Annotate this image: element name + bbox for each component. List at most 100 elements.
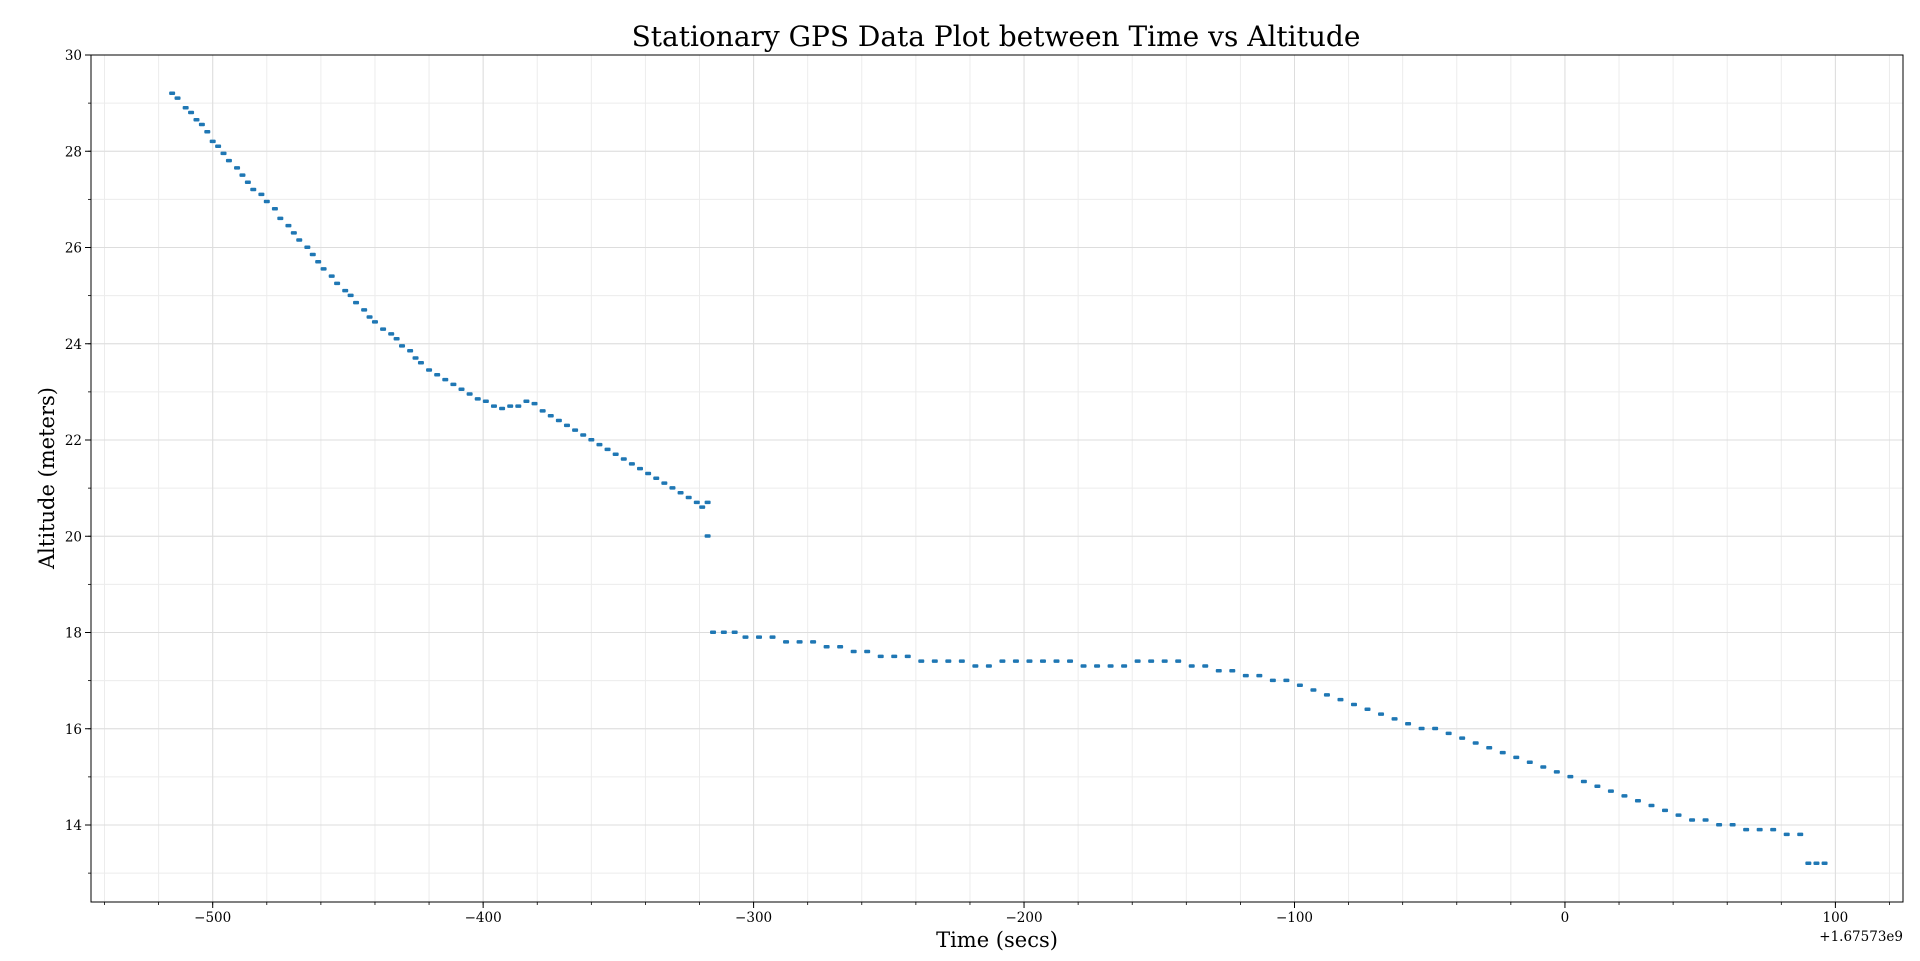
data-point	[1296, 683, 1303, 687]
data-point	[958, 659, 965, 663]
data-point	[1026, 659, 1033, 663]
data-point	[234, 166, 241, 170]
data-point	[783, 640, 790, 644]
y-tick-label: 26	[65, 241, 82, 257]
data-point	[523, 399, 530, 403]
data-point	[1350, 702, 1357, 707]
data-point	[1580, 779, 1587, 784]
data-point	[904, 654, 911, 659]
data-point	[277, 216, 284, 221]
data-point	[677, 490, 684, 495]
y-tick-label: 20	[65, 529, 82, 545]
data-point	[999, 659, 1006, 663]
x-tick-label: −500	[194, 910, 231, 926]
data-point	[182, 105, 189, 110]
data-point	[1783, 832, 1790, 837]
data-point	[1242, 673, 1249, 678]
data-point	[563, 423, 570, 428]
data-point	[1743, 827, 1750, 832]
data-point	[258, 192, 265, 197]
y-axis-label: Altitude (meters)	[35, 387, 59, 570]
y-tick-label: 28	[65, 144, 82, 160]
data-point	[1107, 664, 1114, 668]
data-point	[1269, 678, 1276, 683]
data-point	[1716, 823, 1723, 827]
data-point	[918, 659, 925, 663]
data-point	[1472, 741, 1479, 745]
data-point	[1607, 789, 1614, 793]
y-tick-label: 14	[65, 818, 82, 834]
data-point	[169, 91, 176, 95]
data-point	[823, 644, 830, 649]
data-point	[304, 245, 311, 249]
data-point	[596, 442, 603, 447]
data-point	[555, 418, 562, 423]
data-point	[1418, 726, 1425, 731]
data-point	[1148, 659, 1155, 663]
data-point	[1526, 760, 1533, 764]
data-point	[539, 409, 546, 413]
data-point	[320, 267, 327, 271]
data-point	[515, 404, 522, 408]
data-point	[1053, 659, 1060, 663]
data-point	[1702, 818, 1709, 822]
x-tick-label: −200	[1005, 910, 1042, 926]
data-point	[645, 471, 652, 476]
data-point	[296, 238, 303, 242]
data-point	[1729, 823, 1736, 827]
data-point	[972, 664, 979, 668]
data-point	[1080, 664, 1087, 668]
data-point	[198, 122, 205, 127]
data-point	[193, 117, 200, 122]
data-point	[685, 495, 692, 500]
data-point	[756, 635, 763, 639]
data-point	[474, 397, 481, 401]
data-point	[209, 139, 216, 144]
data-point	[399, 344, 406, 348]
data-point	[704, 534, 711, 538]
y-tick-label: 30	[65, 48, 82, 64]
data-point	[244, 180, 251, 185]
data-point	[466, 392, 473, 396]
data-point	[353, 300, 360, 305]
x-tick-label: 0	[1561, 910, 1570, 926]
data-point	[1067, 659, 1074, 663]
data-point	[334, 281, 341, 286]
data-point	[1513, 755, 1520, 760]
y-tick-label: 16	[65, 722, 82, 738]
data-point	[204, 130, 211, 134]
x-offset-label: +1.67573e9	[1819, 929, 1903, 945]
data-point	[1283, 678, 1290, 683]
data-point	[1391, 717, 1398, 721]
data-point	[1175, 659, 1182, 663]
data-point	[612, 452, 619, 456]
data-point	[285, 223, 292, 228]
data-point	[1662, 808, 1669, 813]
data-point	[693, 500, 700, 505]
data-point	[1634, 798, 1641, 803]
data-point	[380, 327, 387, 331]
data-point	[1012, 659, 1019, 663]
data-point	[1648, 803, 1655, 808]
data-point	[850, 649, 857, 654]
data-point	[704, 500, 711, 505]
data-point	[1323, 693, 1330, 697]
data-point	[1364, 707, 1371, 711]
data-point	[366, 315, 373, 319]
chart-title: Stationary GPS Data Plot between Time vs…	[632, 20, 1361, 53]
x-tick-label: 100	[1822, 910, 1848, 926]
data-point	[742, 635, 749, 639]
x-axis-label: Time (secs)	[936, 928, 1058, 952]
data-point	[1621, 794, 1628, 798]
x-tick-label: −300	[735, 910, 772, 926]
data-point	[1134, 659, 1141, 663]
data-point	[1459, 736, 1466, 740]
data-point	[572, 428, 579, 432]
data-point	[931, 659, 938, 663]
data-point	[1821, 861, 1828, 865]
x-tick-label: −100	[1276, 910, 1313, 926]
data-point	[1540, 765, 1547, 769]
x-tick-label: −400	[465, 910, 502, 926]
data-point	[1486, 746, 1493, 750]
